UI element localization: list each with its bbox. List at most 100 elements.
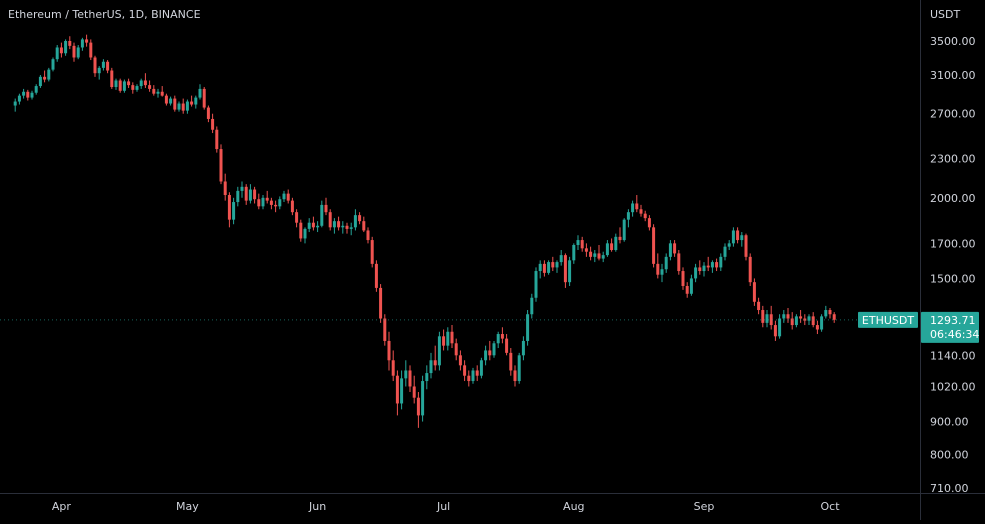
- candle-body: [127, 81, 131, 86]
- candle-body: [635, 203, 639, 210]
- candle-body: [299, 222, 303, 239]
- candle-body: [101, 61, 105, 68]
- candle-body: [391, 360, 395, 376]
- candle-body: [290, 200, 294, 213]
- candle-body: [467, 375, 471, 382]
- x-tick-label: May: [176, 500, 199, 513]
- candle-body: [358, 215, 362, 222]
- x-tick-label: Apr: [52, 500, 72, 513]
- symbol-title: Ethereum / TetherUS, 1D, BINANCE: [8, 8, 201, 21]
- candle-body: [484, 350, 488, 361]
- candle-body: [17, 95, 21, 102]
- y-tick-label: 2000.00: [930, 192, 976, 205]
- y-tick-label: 1500.00: [930, 272, 976, 285]
- candle-body: [47, 69, 51, 80]
- candle-body: [416, 397, 420, 416]
- candle-body: [505, 338, 509, 353]
- y-tick-label: 3100.00: [930, 69, 976, 82]
- candle-body: [597, 253, 601, 259]
- candle-body: [227, 195, 231, 220]
- candle-body: [353, 215, 357, 228]
- candle-body: [51, 59, 55, 70]
- candle-body: [786, 314, 790, 319]
- candle-body: [614, 236, 618, 251]
- candle-body: [815, 325, 819, 330]
- candle-body: [30, 92, 34, 98]
- candle-body: [702, 265, 706, 272]
- candle-body: [76, 47, 80, 58]
- candle-body: [790, 318, 794, 326]
- y-tick-label: 3500.00: [930, 35, 976, 48]
- x-tick-label: Jun: [308, 500, 326, 513]
- candle-body: [97, 67, 101, 74]
- candle-body: [316, 225, 320, 228]
- candle-body: [673, 243, 677, 254]
- candle-body: [740, 235, 744, 241]
- x-tick-label: Sep: [694, 500, 715, 513]
- candle-body: [773, 325, 777, 337]
- candle-body: [143, 80, 147, 86]
- candle-body: [647, 218, 651, 228]
- candle-body: [139, 80, 143, 87]
- candle-body: [723, 246, 727, 257]
- candle-body: [622, 219, 626, 241]
- candle-body: [89, 42, 93, 58]
- y-tick-label: 2700.00: [930, 108, 976, 121]
- candle-body: [559, 255, 563, 263]
- candle-body: [370, 240, 374, 264]
- candle-body: [324, 204, 328, 213]
- candle-body: [450, 331, 454, 344]
- candle-body: [706, 265, 710, 268]
- candle-body: [807, 316, 811, 321]
- candle-body: [715, 262, 719, 268]
- candle-body: [248, 189, 252, 201]
- candle-body: [202, 88, 206, 108]
- candle-body: [152, 88, 156, 94]
- candle-body: [303, 228, 307, 239]
- candle-body: [631, 203, 635, 213]
- candle-body: [122, 81, 126, 91]
- candle-body: [446, 331, 450, 346]
- candle-body: [778, 318, 782, 337]
- candle-body: [463, 365, 467, 376]
- candle-body: [408, 370, 412, 387]
- symbol-tag-bg: [858, 311, 918, 328]
- candle-body: [110, 70, 114, 88]
- candle-body: [458, 355, 462, 366]
- candle-body: [526, 314, 530, 341]
- candle-body: [206, 107, 210, 119]
- time-axis-separator: [0, 493, 985, 494]
- candle-body: [643, 213, 647, 219]
- candle-body: [555, 262, 559, 268]
- candle-body: [383, 318, 387, 341]
- candle-body: [748, 256, 752, 283]
- price-tag-bg: [921, 311, 979, 343]
- price-tag-value: 1293.71: [930, 314, 976, 327]
- candle-body: [320, 204, 324, 226]
- candle-body: [652, 227, 656, 264]
- candle-body: [698, 267, 702, 272]
- candle-body: [694, 267, 698, 279]
- candle-body: [55, 47, 59, 60]
- price-axis-currency: USDT: [930, 8, 961, 21]
- candle-body: [492, 343, 496, 356]
- candle-body: [727, 243, 731, 247]
- candle-body: [366, 230, 370, 241]
- y-tick-label: 1020.00: [930, 380, 976, 393]
- candle-body: [593, 253, 597, 257]
- candle-body: [80, 39, 84, 48]
- candle-body: [757, 301, 761, 311]
- candle-body: [589, 251, 593, 257]
- candle-body: [13, 101, 17, 106]
- candle-body: [513, 370, 517, 382]
- candle-body: [114, 80, 118, 88]
- candle-body: [656, 263, 660, 275]
- candle-body: [668, 243, 672, 257]
- candle-body: [181, 103, 185, 111]
- candle-body: [475, 370, 479, 376]
- candle-body: [148, 85, 152, 89]
- candle-body: [454, 343, 458, 356]
- candle-body: [605, 243, 609, 256]
